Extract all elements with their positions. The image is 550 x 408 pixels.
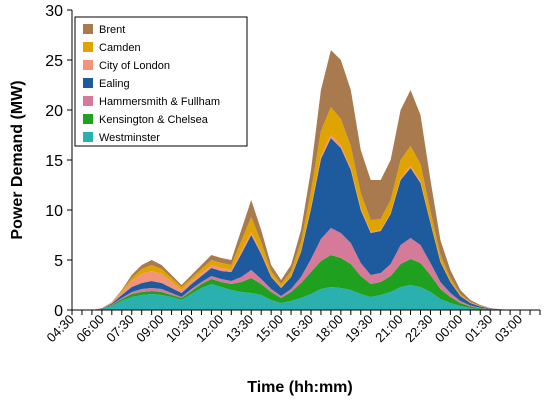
legend-label: City of London: [99, 60, 170, 72]
x-tick-label: 21:00: [372, 312, 406, 346]
legend-label: Brent: [99, 24, 125, 36]
y-tick-label: 5: [54, 253, 63, 270]
x-tick-label: 19:30: [342, 312, 376, 346]
legend-swatch: [83, 78, 93, 88]
legend-swatch: [83, 114, 93, 124]
x-tick-label: 01:30: [462, 312, 496, 346]
y-tick-label: 15: [45, 153, 63, 170]
legend: Brent Camden City of London Ealing Hammersmi…: [74, 16, 248, 147]
legend-label: Hammersmith & Fullham: [99, 96, 220, 108]
area: [72, 255, 540, 310]
y-tick-label: 20: [45, 103, 63, 120]
legend-swatch: [83, 96, 93, 106]
x-tick-label: 15:00: [253, 312, 287, 346]
area: [72, 228, 540, 310]
x-tick-label: 04:30: [44, 312, 78, 346]
legend-label: Westminster: [99, 132, 160, 144]
x-tick-label: 13:30: [223, 312, 257, 346]
x-tick-label: 16:30: [282, 312, 316, 346]
legend-label: Ealing: [99, 78, 130, 90]
x-axis-title: Time (hh:mm): [247, 379, 352, 396]
x-tick-label: 12:00: [193, 312, 227, 346]
legend-swatch: [83, 60, 93, 70]
x-tick-label: 00:00: [432, 312, 466, 346]
legend-label: Camden: [99, 42, 141, 54]
x-tick-label: 07:30: [103, 312, 137, 346]
x-tick-label: 10:30: [163, 312, 197, 346]
x-tick-label: 22:30: [402, 312, 436, 346]
x-tick-label: 06:00: [73, 312, 107, 346]
legend-swatch: [83, 132, 93, 142]
y-tick-label: 0: [54, 303, 63, 320]
y-tick-label: 30: [45, 3, 63, 20]
area: [72, 284, 540, 310]
x-tick-label: 18:00: [312, 312, 346, 346]
legend-box: [74, 16, 248, 147]
x-tick-label: 03:00: [492, 312, 526, 346]
y-tick-label: 25: [45, 53, 63, 70]
legend-swatch: [83, 24, 93, 34]
y-tick-label: 10: [45, 203, 63, 220]
x-tick-label: 09:00: [133, 312, 167, 346]
y-axis-title: Power Demand (MW): [9, 80, 26, 239]
legend-swatch: [83, 42, 93, 52]
legend-label: Kensington & Chelsea: [99, 114, 209, 126]
